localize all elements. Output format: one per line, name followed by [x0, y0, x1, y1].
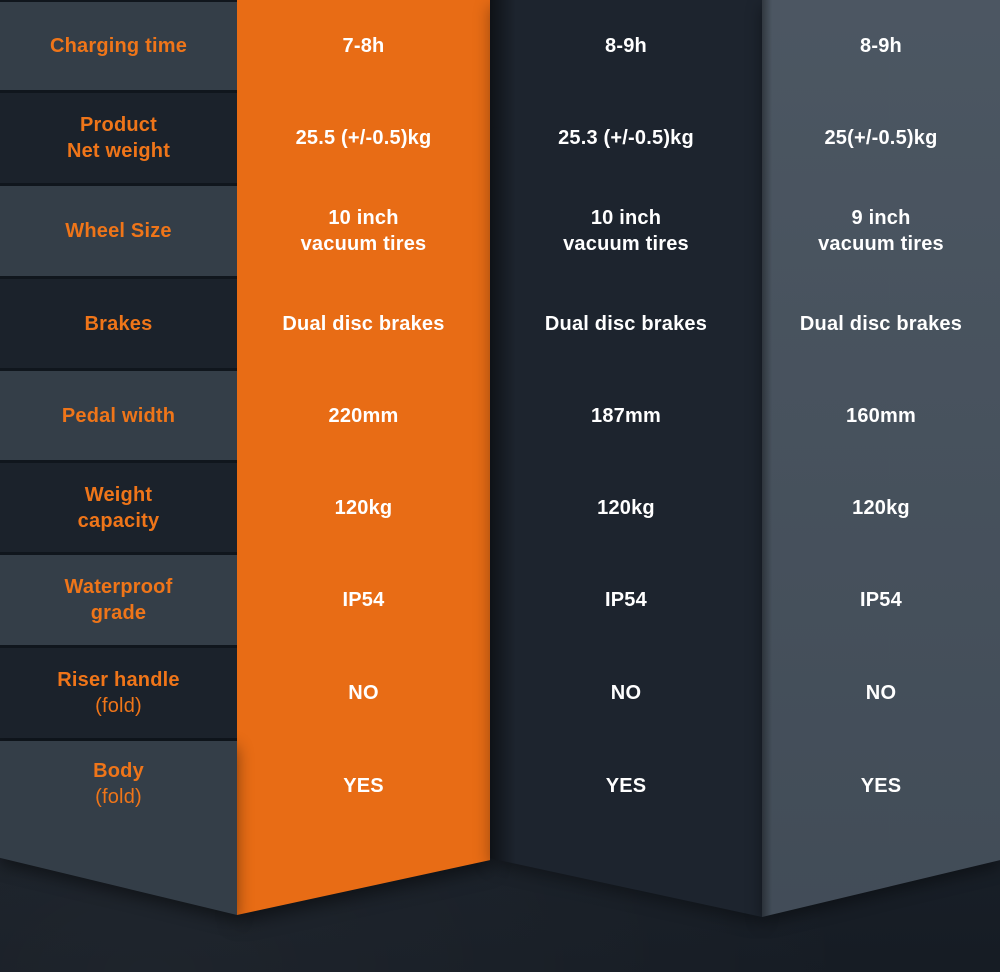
label-text: Brakes [84, 312, 153, 335]
row-label-weight-capacity: Weight capacity [0, 463, 237, 552]
label-text: (fold) [95, 695, 142, 717]
label-text: Weight [84, 483, 153, 506]
row-label-body-fold: Body (fold) [0, 741, 237, 915]
value-text: NO [348, 682, 379, 704]
value-text: 120kg [597, 496, 655, 519]
value-cell: NO [490, 648, 762, 738]
value-text: 120kg [334, 496, 393, 519]
value-cell: 187mm [490, 371, 762, 460]
value-cell: 120kg [237, 463, 490, 552]
value-cell: IP54 [490, 555, 762, 645]
value-cell: 8-9h [762, 2, 1000, 90]
value-text: 8-9h [860, 35, 902, 57]
value-cell: YES [237, 741, 490, 831]
value-cell: 7-8h [237, 2, 490, 90]
value-cell: 220mm [237, 371, 490, 460]
value-text: 120kg [852, 496, 910, 519]
value-text: 220mm [328, 404, 399, 427]
label-text: Charging time [49, 35, 188, 57]
value-text: 25.5 (+/-0.5)kg [295, 127, 432, 149]
row-label-charging-time: Charging time [0, 2, 237, 90]
value-text: 187mm [591, 404, 661, 427]
value-cell: Dual disc brakes [762, 279, 1000, 368]
value-cell: 25.5 (+/-0.5)kg [237, 93, 490, 183]
label-text: Riser handle [57, 669, 180, 691]
value-text: 25(+/-0.5)kg [824, 127, 938, 149]
value-text: 160mm [846, 404, 916, 427]
value-cell: NO [762, 648, 1000, 738]
value-cell: 120kg [490, 463, 762, 552]
label-text: Product [80, 114, 157, 136]
value-cell: 160mm [762, 371, 1000, 460]
value-text: 8-9h [605, 35, 647, 57]
label-text: Wheel Size [65, 220, 172, 242]
value-text: YES [343, 775, 384, 797]
value-cell: 10 inch vacuum tires [237, 186, 490, 276]
value-text: IP54 [860, 589, 902, 611]
value-cell: 10 inch vacuum tires [490, 186, 762, 276]
value-text: 9 inch [851, 207, 911, 229]
value-text: Dual disc brakes [282, 312, 445, 335]
row-label-product-net-weight: Product Net weight [0, 93, 237, 183]
label-text: grade [90, 602, 147, 624]
row-label-body-fold-wrap: Body (fold) [0, 741, 237, 915]
value-cell: 25.3 (+/-0.5)kg [490, 93, 762, 183]
row-label-pedal-width: Pedal width [0, 371, 237, 460]
row-label-wheel-size: Wheel Size [0, 186, 237, 276]
row-label-waterproof-grade: Waterproof grade [0, 555, 237, 645]
value-cell: YES [490, 741, 762, 831]
value-cell: Dual disc brakes [237, 279, 490, 368]
label-text: (fold) [95, 786, 142, 808]
value-text: vacuum tires [563, 233, 689, 255]
value-text: vacuum tires [300, 233, 427, 255]
value-text: 25.3 (+/-0.5)kg [558, 127, 694, 149]
value-text: YES [860, 775, 902, 797]
value-text: 10 inch [590, 207, 662, 229]
value-text: YES [605, 775, 647, 797]
value-cell: IP54 [237, 555, 490, 645]
value-cell: YES [762, 741, 1000, 831]
value-text: 7-8h [342, 35, 385, 57]
value-text: 10 inch [328, 207, 399, 229]
value-text: vacuum tires [818, 233, 944, 255]
value-text: IP54 [342, 589, 385, 611]
row-label-brakes: Brakes [0, 279, 237, 368]
value-cell: Dual disc brakes [490, 279, 762, 368]
label-text: Net weight [66, 140, 171, 162]
label-text: Body [93, 760, 144, 782]
value-cell: 120kg [762, 463, 1000, 552]
value-cell: NO [237, 648, 490, 738]
label-text: capacity [77, 509, 160, 532]
value-cell: 8-9h [490, 2, 762, 90]
value-cell: 25(+/-0.5)kg [762, 93, 1000, 183]
value-text: Dual disc brakes [799, 312, 963, 335]
value-text: Dual disc brakes [544, 312, 708, 335]
label-text: Waterproof [64, 576, 173, 598]
value-cell: 9 inch vacuum tires [762, 186, 1000, 276]
label-text: Pedal width [61, 404, 176, 427]
row-label-riser-handle-fold: Riser handle (fold) [0, 648, 237, 738]
value-text: NO [865, 682, 897, 704]
value-text: NO [610, 682, 642, 704]
value-text: IP54 [605, 589, 647, 611]
value-cell: IP54 [762, 555, 1000, 645]
